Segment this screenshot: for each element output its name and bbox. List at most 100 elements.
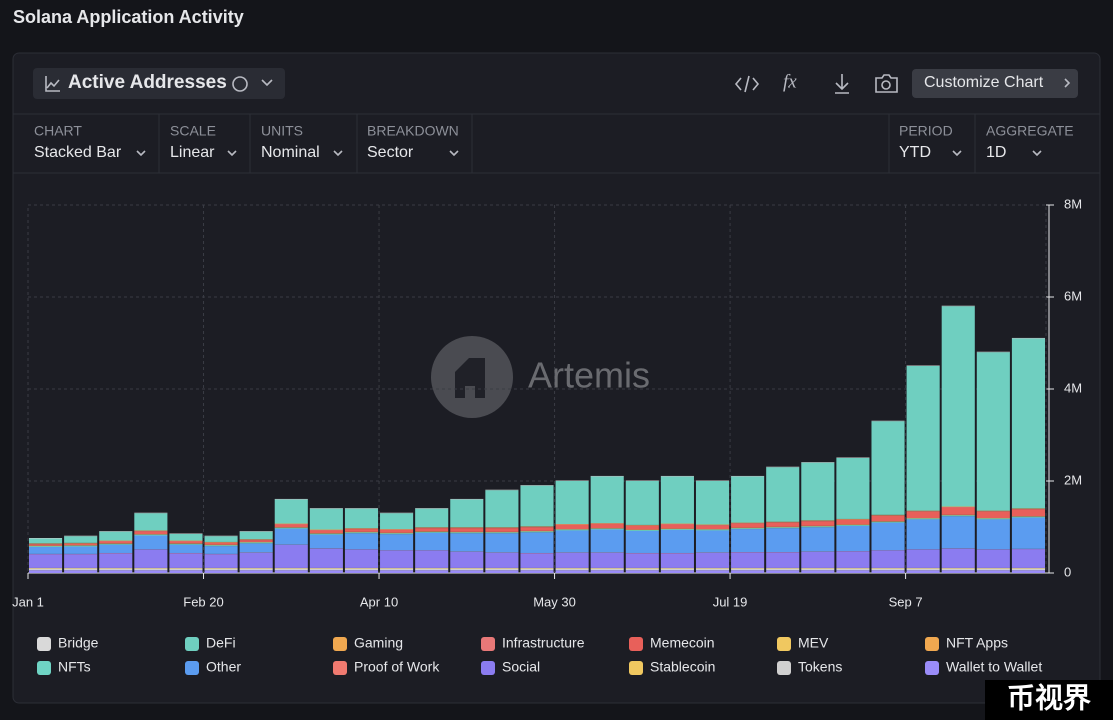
bar-segment [520,485,554,527]
bar-segment [906,366,940,511]
bar-segment [380,570,414,573]
bar-segment [660,524,694,529]
bar-segment [99,544,133,553]
bar-segment [380,534,414,551]
bar-segment [485,532,519,534]
legend-swatch [481,661,495,675]
bar-segment [1011,517,1045,549]
bar-segment [344,508,379,529]
bar-segment [169,543,203,545]
bar-segment [309,508,343,530]
bar-segment [660,570,694,573]
bar-segment [134,513,168,531]
bar-segment [801,527,835,552]
bar-segment [836,524,870,526]
bar-segment [660,553,694,568]
bar-segment [555,524,589,530]
info-icon [232,76,248,92]
bar-segment [871,570,905,573]
bar-segment [766,570,800,573]
bar-segment [64,554,98,568]
bar-segment [766,568,800,571]
legend-label: Bridge [58,635,99,651]
bar-segment [590,552,624,568]
legend-swatch [333,637,347,651]
bar-segment [766,467,800,522]
bar-segment [695,525,730,530]
bar-segment [695,530,730,553]
control-value[interactable]: Nominal [261,144,320,161]
bar-segment [836,551,870,568]
bar-segment [134,570,168,573]
x-tick-label: May 30 [533,594,576,609]
bar-segment [450,568,484,571]
legend-label: Gaming [354,635,403,651]
y-tick-label: 0 [1064,564,1071,579]
camera-icon[interactable] [875,74,898,93]
bar-segment [1011,570,1045,573]
bar-segment [239,542,273,544]
bar-segment [274,544,308,568]
embed-icon[interactable] [734,75,760,93]
bar-segment [274,568,308,571]
bar-segment [239,531,273,540]
bar-segment [344,570,379,573]
bar-segment [99,541,133,544]
control-value[interactable]: YTD [899,144,931,161]
bar-segment [941,568,975,571]
bar-segment [906,511,940,519]
control-value[interactable]: Linear [170,144,215,161]
control-value[interactable]: Sector [367,144,414,161]
download-icon[interactable] [835,74,849,94]
bar-segment [415,532,449,551]
control-label: BREAKDOWN [367,123,459,139]
control-label: AGGREGATE [986,123,1074,139]
bar-segment [1011,509,1045,517]
bar-segment [415,550,449,568]
bar-segment [941,507,975,515]
bar-segment [555,530,589,553]
bar-segment [29,547,63,554]
control-value[interactable]: Stacked Bar [34,144,122,161]
bar-segment [941,548,975,568]
bar-segment [485,552,519,568]
legend-label: Wallet to Wallet [946,659,1042,675]
bar-segment [344,532,379,534]
bar-segment [801,462,835,521]
bar-segment [941,570,975,573]
bar-segment [731,529,765,553]
bar-segment [1011,516,1045,518]
legend-swatch [37,637,51,651]
bar-segment [344,529,379,532]
bar-segment [625,553,659,568]
bar-segment [309,568,343,571]
bar-segment [29,554,63,568]
bar-segment [801,551,835,568]
metric-select[interactable] [33,68,285,99]
bar-segment [134,535,168,550]
bar-segment [450,551,484,568]
legend-label: Proof of Work [354,659,440,675]
bar-segment [29,570,63,573]
control-value[interactable]: 1D [986,144,1006,161]
bar-segment [731,523,765,528]
chevron [952,150,962,157]
bar-segment [450,570,484,573]
legend-label: Stablecoin [650,659,715,675]
customize-label: Customize Chart [924,74,1044,91]
bar-segment [836,525,870,552]
bar-segment [450,528,484,532]
bar-segment [976,519,1010,550]
bar-segment [590,568,624,571]
formula-icon[interactable]: fx [783,71,797,92]
page-title: Solana Application Activity [13,7,244,27]
bar-segment [204,536,238,542]
bar-segment [274,528,308,545]
x-tick-label: Sep 7 [889,594,923,609]
bar-segment [344,549,379,568]
customize-button[interactable] [912,69,1078,98]
bar-segment [625,525,659,530]
bar-segment [239,552,273,568]
chevron [333,150,343,157]
